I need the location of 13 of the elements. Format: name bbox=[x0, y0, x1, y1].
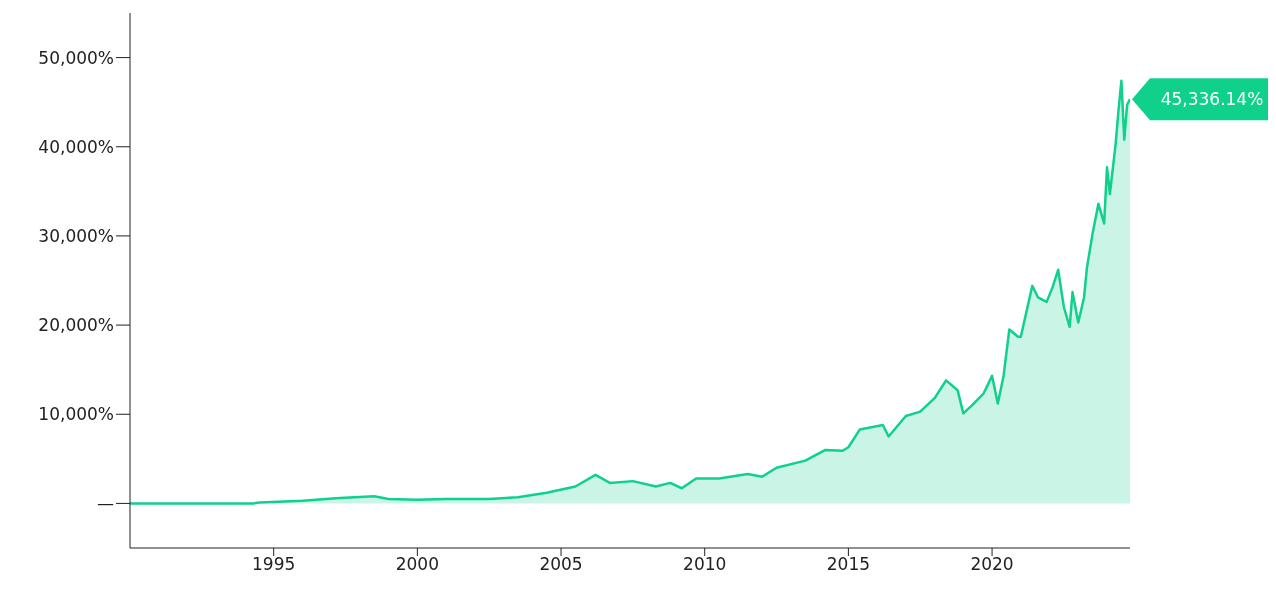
x-tick-label: 2005 bbox=[539, 554, 583, 575]
y-tick-label: — bbox=[97, 493, 114, 514]
y-tick-label: 20,000% bbox=[38, 315, 114, 336]
annotation: 45,336.14% bbox=[1160, 89, 1264, 110]
y-tick-label: 50,000% bbox=[38, 47, 114, 68]
x-tick-label: 2010 bbox=[683, 554, 727, 575]
y-tick-label: 10,000% bbox=[38, 404, 114, 425]
x-tick-label: 1995 bbox=[252, 554, 296, 575]
x-tick-label: 2000 bbox=[395, 554, 439, 575]
y-tick-label: 40,000% bbox=[38, 136, 114, 157]
x-tick-label: 2015 bbox=[826, 554, 871, 575]
x-tick-label: 2020 bbox=[970, 554, 1014, 575]
y-tick-label: 30,000% bbox=[38, 225, 114, 246]
